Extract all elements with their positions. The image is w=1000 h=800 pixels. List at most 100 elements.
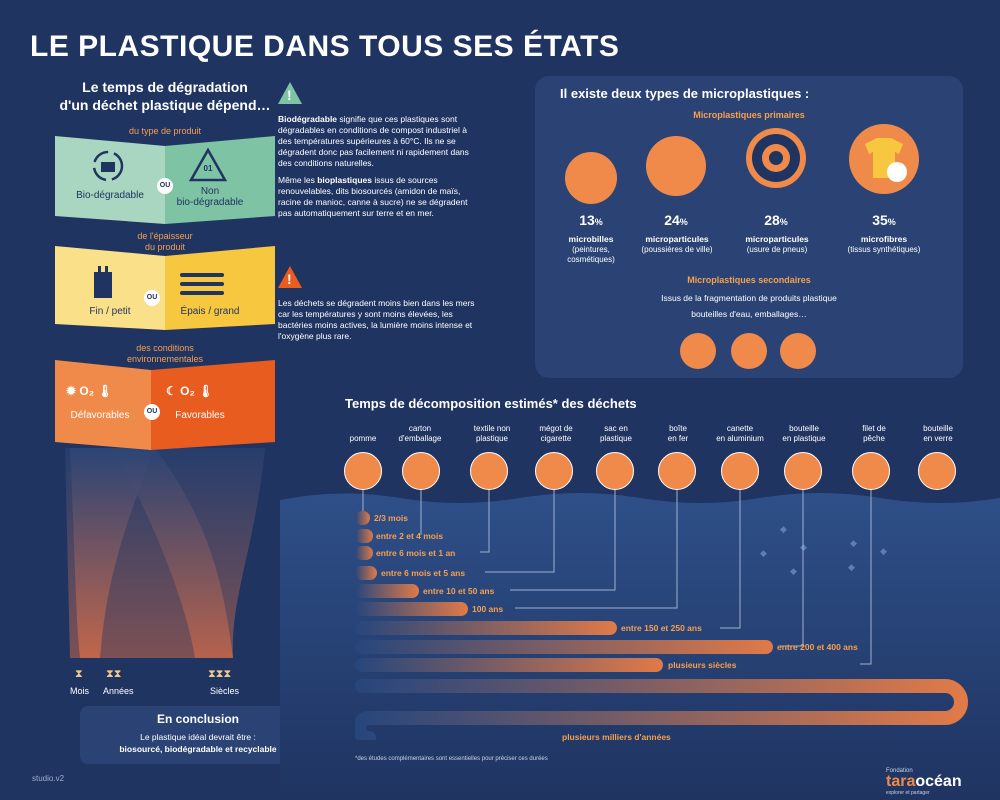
fiber-name: microfibres — [860, 234, 908, 244]
waste-plastic-bottle-line2: en plastique — [782, 434, 826, 443]
microbeads-percent: 13% — [560, 212, 622, 228]
thin-small-label: Fin / petit — [89, 306, 131, 317]
microbeads-name: microbilles — [568, 234, 614, 244]
moon-icon: ☾ — [166, 384, 177, 398]
cosmetics-icon — [565, 152, 617, 204]
bioplastics-intro: Même les — [278, 175, 318, 185]
dust-name: microparticules — [645, 234, 709, 244]
waste-label-can: boîte en fer — [646, 424, 710, 444]
recycle-01-icon: 01 — [188, 146, 228, 186]
timescale-centuries: Siècles — [210, 686, 240, 696]
waste-label-net: filet de pêche — [842, 424, 906, 444]
studio-credit: studio.v2 — [32, 774, 65, 783]
microbeads-pct-unit: % — [594, 217, 603, 227]
fish-icon: ◆ — [790, 566, 797, 576]
thickness-label-line1: de l'épaisseur — [137, 231, 193, 241]
bar-aluminium — [355, 621, 617, 635]
hourglass-years-icon: ⧗⧗ — [106, 668, 122, 680]
tire-desc: microparticules (usure de pneus) — [736, 234, 818, 255]
warning-icon-biodegradable: ! — [278, 82, 302, 104]
duration-apple: 2/3 mois — [374, 513, 409, 523]
secondary-microplastics-label: Microplastiques secondaires — [687, 275, 811, 285]
duration-plastic-bottle: entre 200 et 400 ans — [777, 642, 858, 652]
thickness-label-line2: du produit — [144, 242, 186, 252]
microbeads-detail2: cosmétiques) — [567, 255, 615, 264]
fiber-pct-value: 35 — [872, 212, 888, 228]
or-badge-1: OU — [157, 178, 173, 194]
conditions-label-line1: des conditions — [136, 343, 194, 353]
waste-net-line2: pêche — [863, 434, 885, 443]
plastic-bag-icon — [596, 452, 634, 490]
fish-icon: ◆ — [850, 538, 857, 548]
plastic-bottle-icon — [784, 452, 822, 490]
conclusion-line2: biosourcé, biodégradable et recyclable — [119, 744, 277, 754]
fishing-net-icon — [852, 452, 890, 490]
waste-label-glass-bottle: bouteille en verre — [906, 424, 970, 444]
waste-label-cigarette: mégot de cigarette — [524, 424, 588, 444]
duration-cigarette: entre 6 mois et 5 ans — [381, 568, 466, 578]
bioplastics-paragraph: Même les bioplastiques issus de sources … — [278, 175, 478, 219]
product-type-label: du type de produit — [128, 126, 202, 136]
thermometer-cold-icon: 🌡 — [198, 384, 214, 398]
bar-carton — [355, 529, 373, 543]
warning-mark: ! — [287, 87, 292, 103]
fish-icon: ◆ — [780, 524, 787, 534]
fish-icon: ◆ — [760, 548, 767, 558]
carton-icon — [402, 452, 440, 490]
bar-cigarette — [355, 566, 377, 580]
waste-glass-bottle-line1: bouteille — [923, 424, 953, 433]
waste-carton-line2: d'emballage — [398, 434, 442, 443]
bar-textile — [355, 546, 373, 560]
apple-core-icon — [344, 452, 382, 490]
thin-bag-icon — [88, 264, 118, 300]
recycle-code: 01 — [203, 164, 213, 173]
dust-pct-value: 24 — [664, 212, 680, 228]
bag-fragment-icon — [731, 333, 767, 369]
conditions-label: des conditions environnementales — [55, 343, 275, 365]
degradation-funnel — [65, 448, 265, 658]
bar-plastic-bottle — [355, 640, 773, 654]
subhead-line2: d'un déchet plastique dépend… — [59, 97, 271, 113]
bioplastics-text: issus de sources renouvelables, dits bio… — [278, 175, 468, 218]
hourglass-months-icon: ⧗ — [75, 668, 83, 680]
soda-can-icon — [721, 452, 759, 490]
duration-glass-bottle: plusieurs milliers d'années — [562, 732, 671, 742]
brand-foundation: Fondation — [886, 768, 913, 774]
duration-carton: entre 2 et 4 mois — [376, 531, 444, 541]
tin-can-icon — [658, 452, 696, 490]
brand-tara: tara — [886, 773, 916, 790]
waste-label-bag: sac en plastique — [584, 424, 648, 444]
conclusion-title: En conclusion — [156, 712, 239, 726]
tire-pct-unit: % — [779, 217, 788, 227]
bar-net — [355, 658, 663, 672]
duration-bag: entre 10 et 50 ans — [423, 586, 495, 596]
fiber-percent: 35% — [853, 212, 915, 228]
city-dust-icon — [646, 136, 706, 196]
tara-ocean-logo: Fondation taraocéan explorer et partager — [886, 768, 976, 796]
bioplastics-term: bioplastiques — [317, 175, 373, 185]
footnote: *des études complémentaires sont essenti… — [355, 756, 548, 762]
thermometer-hot-icon: 🌡 — [97, 384, 113, 398]
dust-detail: (poussières de ville) — [641, 245, 713, 254]
waste-can-line1: boîte — [669, 424, 687, 433]
conditions-label-line2: environnementales — [126, 354, 204, 364]
cutlery-icon — [178, 270, 228, 298]
microplastics-heading: Il existe deux types de microplastiques … — [560, 86, 810, 101]
biodegradable-term: Biodégradable — [278, 114, 338, 124]
tire-name: microparticules — [745, 234, 809, 244]
tshirt-fiber-icon — [849, 124, 919, 194]
connector-lines — [362, 490, 872, 665]
waste-glass-bottle-line2: en verre — [923, 434, 953, 443]
thick-large-label: Épais / grand — [180, 306, 240, 317]
secondary-line2: bouteilles d'eau, emballages… — [691, 309, 807, 319]
fiber-detail: (tissus synthétiques) — [847, 245, 921, 254]
waste-label-alu: canette en aluminium — [708, 424, 772, 444]
primary-microplastics-label: Microplastiques primaires — [693, 110, 805, 120]
waste-bag-line2: plastique — [599, 434, 633, 443]
duration-tin: 100 ans — [472, 604, 504, 614]
no-oxygen-icon: O₂ — [180, 384, 195, 398]
non-biodegradable-line2: bio-dégradable — [176, 197, 244, 208]
duration-net: plusieurs siècles — [668, 660, 737, 670]
sun-icon: ✹ — [66, 384, 77, 398]
dust-pct-unit: % — [679, 217, 688, 227]
